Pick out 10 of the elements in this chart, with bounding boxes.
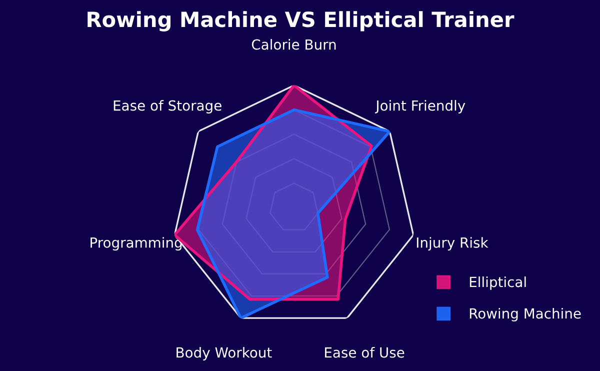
chart-title: Rowing Machine VS Elliptical Trainer [88, 11, 514, 32]
spoke-label: Ease of Use [325, 347, 404, 358]
spoke-label: Programming [90, 237, 182, 251]
spoke-label: Joint Friendly [374, 100, 466, 114]
legend-label: Rowing Machine [470, 308, 581, 322]
spoke-label: Ease of Storage [114, 100, 222, 114]
legend-label: Elliptical [470, 276, 526, 290]
spoke-label: Injury Risk [416, 237, 488, 251]
spoke-label: Calorie Burn [252, 39, 336, 50]
spoke-label: Body Workout [176, 347, 272, 360]
